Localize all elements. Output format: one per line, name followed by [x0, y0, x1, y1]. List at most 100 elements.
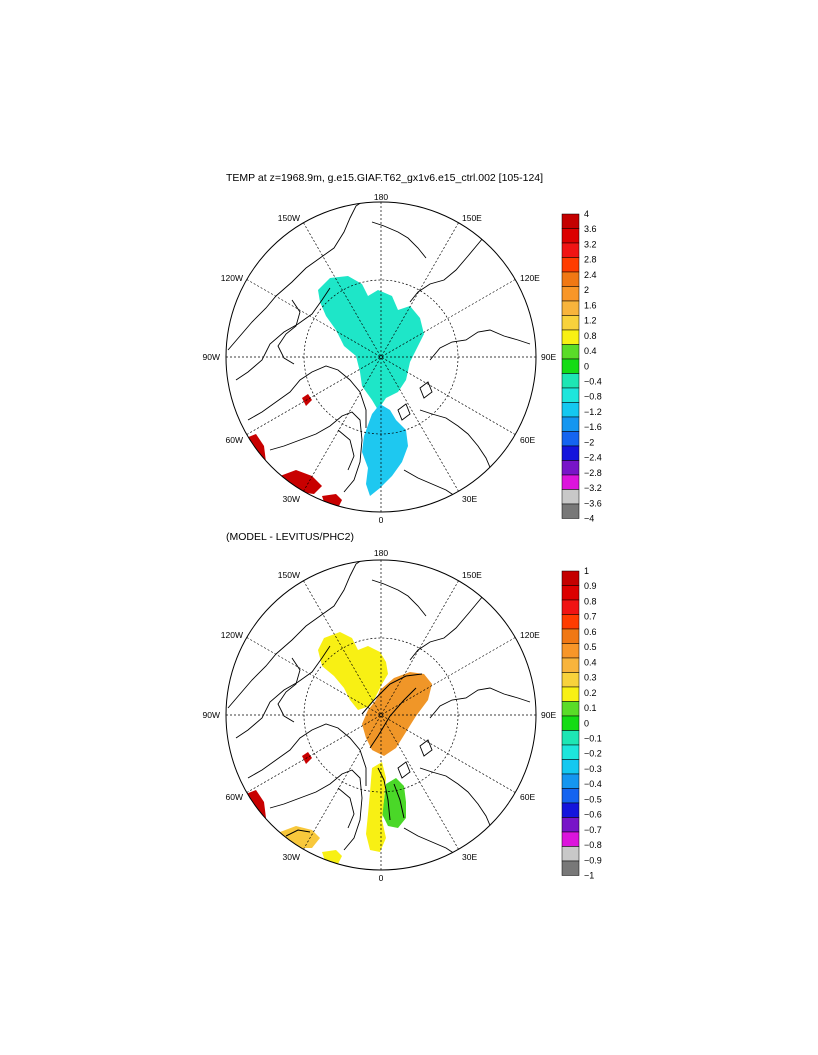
lon-label-90w: 90W: [203, 352, 220, 362]
colorbar-tick-label: −3.2: [584, 483, 602, 493]
colorbar-tick-label: 0.7: [584, 612, 597, 622]
colorbar-swatch: [561, 271, 580, 287]
colorbar-swatch: [561, 489, 580, 505]
field-eurasian-basin: [362, 672, 432, 756]
colorbar-swatch: [561, 599, 580, 615]
field-arctic-basin: [318, 276, 424, 410]
colorbar-swatch: [561, 387, 580, 403]
field-greenland-sea: [382, 778, 406, 828]
colorbar-swatch: [561, 402, 580, 418]
colorbar-swatch: [561, 416, 580, 432]
colorbar-swatch: [561, 585, 580, 601]
lon-label-90w: 90W: [203, 710, 220, 720]
lon-label-120e: 120E: [520, 630, 540, 640]
colorbar-tick-label: −0.2: [584, 749, 602, 759]
colorbar-tick-label: −0.6: [584, 810, 602, 820]
panel-2-coastlines: [227, 560, 531, 865]
panel-2-contours: [285, 673, 423, 837]
colorbar-swatch: [561, 802, 580, 818]
colorbar-tick-label: 0.9: [584, 581, 597, 591]
colorbar-tick-label: −0.5: [584, 794, 602, 804]
panel-1-coastlines: [227, 202, 531, 507]
lon-label-60e: 60E: [520, 792, 535, 802]
colorbar-tick-label: −0.4: [584, 779, 602, 789]
colorbar-tick-label: 0.3: [584, 673, 597, 683]
colorbar-swatch: [561, 329, 580, 345]
colorbar-swatch: [561, 831, 580, 847]
colorbar-swatch: [561, 474, 580, 490]
panel-1-graticule: [226, 202, 536, 512]
colorbar-tick-label: 2: [584, 285, 589, 295]
colorbar-tick-label: −0.1: [584, 733, 602, 743]
colorbar-swatch: [561, 628, 580, 644]
colorbar-swatch: [561, 686, 580, 702]
colorbar-swatch: [561, 228, 580, 244]
colorbar-tick-label: 0: [584, 718, 589, 728]
panel-2-map: 180 150W 150E 120W 120E 90W 90E 60W 60E …: [203, 548, 557, 883]
colorbar-swatch: [561, 300, 580, 316]
panel-2-colorbar: 1 0.9 0.8 0.7 0.6 0.5 0.4 0.3 0.2 0.1 0 −0.1 −0.2 −0.…: [561, 566, 602, 881]
lon-label-150e: 150E: [462, 570, 482, 580]
colorbar-swatch: [561, 788, 580, 804]
colorbar-tick-label: 1.2: [584, 316, 597, 326]
field-norwegian-sea: [366, 762, 386, 852]
colorbar-tick-label: −0.8: [584, 392, 602, 402]
panel-1-colorbar: 4 3.6 3.2 2.8 2.4 2 1.6 1.2 0.8 0.4 0 −0.4 −0.8 −1.2 −…: [561, 209, 602, 524]
colorbar-tick-label: 0.4: [584, 346, 597, 356]
colorbar-swatch: [561, 846, 580, 862]
colorbar-swatch: [561, 445, 580, 461]
lon-label-150e: 150E: [462, 213, 482, 223]
colorbar-tick-label: −4: [584, 514, 594, 524]
colorbar-swatch: [561, 503, 580, 519]
lon-label-60w: 60W: [226, 435, 243, 445]
lon-label-30e: 30E: [462, 852, 477, 862]
colorbar-swatch: [561, 460, 580, 476]
colorbar-swatch: [561, 817, 580, 833]
lon-label-30w: 30W: [283, 494, 300, 504]
lon-label-90e: 90E: [541, 710, 556, 720]
colorbar-tick-label: 0.6: [584, 627, 597, 637]
colorbar-tick-label: 1: [584, 566, 589, 576]
colorbar-swatch: [561, 286, 580, 302]
colorbar-swatch: [561, 431, 580, 447]
panel-2-lon-labels: 180 150W 150E 120W 120E 90W 90E 60W 60E …: [203, 548, 557, 883]
colorbar-tick-label: 0.8: [584, 331, 597, 341]
lon-label-90e: 90E: [541, 352, 556, 362]
colorbar-swatch: [561, 643, 580, 659]
colorbar-tick-label: −0.3: [584, 764, 602, 774]
field-fram-greenland: [362, 404, 408, 496]
panel-2-title: (MODEL - LEVITUS/PHC2): [226, 531, 354, 543]
panel-1-title: TEMP at z=1968.9m, g.e15.GIAF.T62_gx1v6.…: [226, 172, 544, 184]
colorbar-swatch: [561, 657, 580, 673]
lon-label-60w: 60W: [226, 792, 243, 802]
colorbar-swatch: [561, 373, 580, 389]
lon-label-120e: 120E: [520, 273, 540, 283]
colorbar-tick-label: 0.2: [584, 688, 597, 698]
colorbar-tick-label: −2.8: [584, 468, 602, 478]
colorbar-swatch: [561, 672, 580, 688]
lon-label-60e: 60E: [520, 435, 535, 445]
panel-1-fields: [227, 202, 531, 508]
colorbar-tick-label: −0.9: [584, 855, 602, 865]
colorbar-swatch: [561, 242, 580, 258]
colorbar-tick-label: 0: [584, 361, 589, 371]
colorbar-swatch: [561, 744, 580, 760]
colorbar-swatch: [561, 759, 580, 775]
panel-1-map-border: [225, 201, 537, 513]
colorbar-swatch: [561, 257, 580, 273]
colorbar-swatch: [561, 860, 580, 876]
colorbar-tick-label: −1.6: [584, 422, 602, 432]
colorbar-tick-label: −0.8: [584, 840, 602, 850]
colorbar-tick-label: 2.4: [584, 270, 597, 280]
colorbar-tick-label: −2: [584, 437, 594, 447]
colorbar-swatch: [561, 614, 580, 630]
colorbar-tick-label: 0.5: [584, 642, 597, 652]
colorbar-tick-label: 4: [584, 209, 589, 219]
colorbar-tick-label: 1.6: [584, 300, 597, 310]
lon-label-120w: 120W: [221, 273, 243, 283]
colorbar-swatch: [561, 315, 580, 331]
colorbar-tick-label: 3.6: [584, 224, 597, 234]
lon-label-180: 180: [374, 548, 388, 558]
